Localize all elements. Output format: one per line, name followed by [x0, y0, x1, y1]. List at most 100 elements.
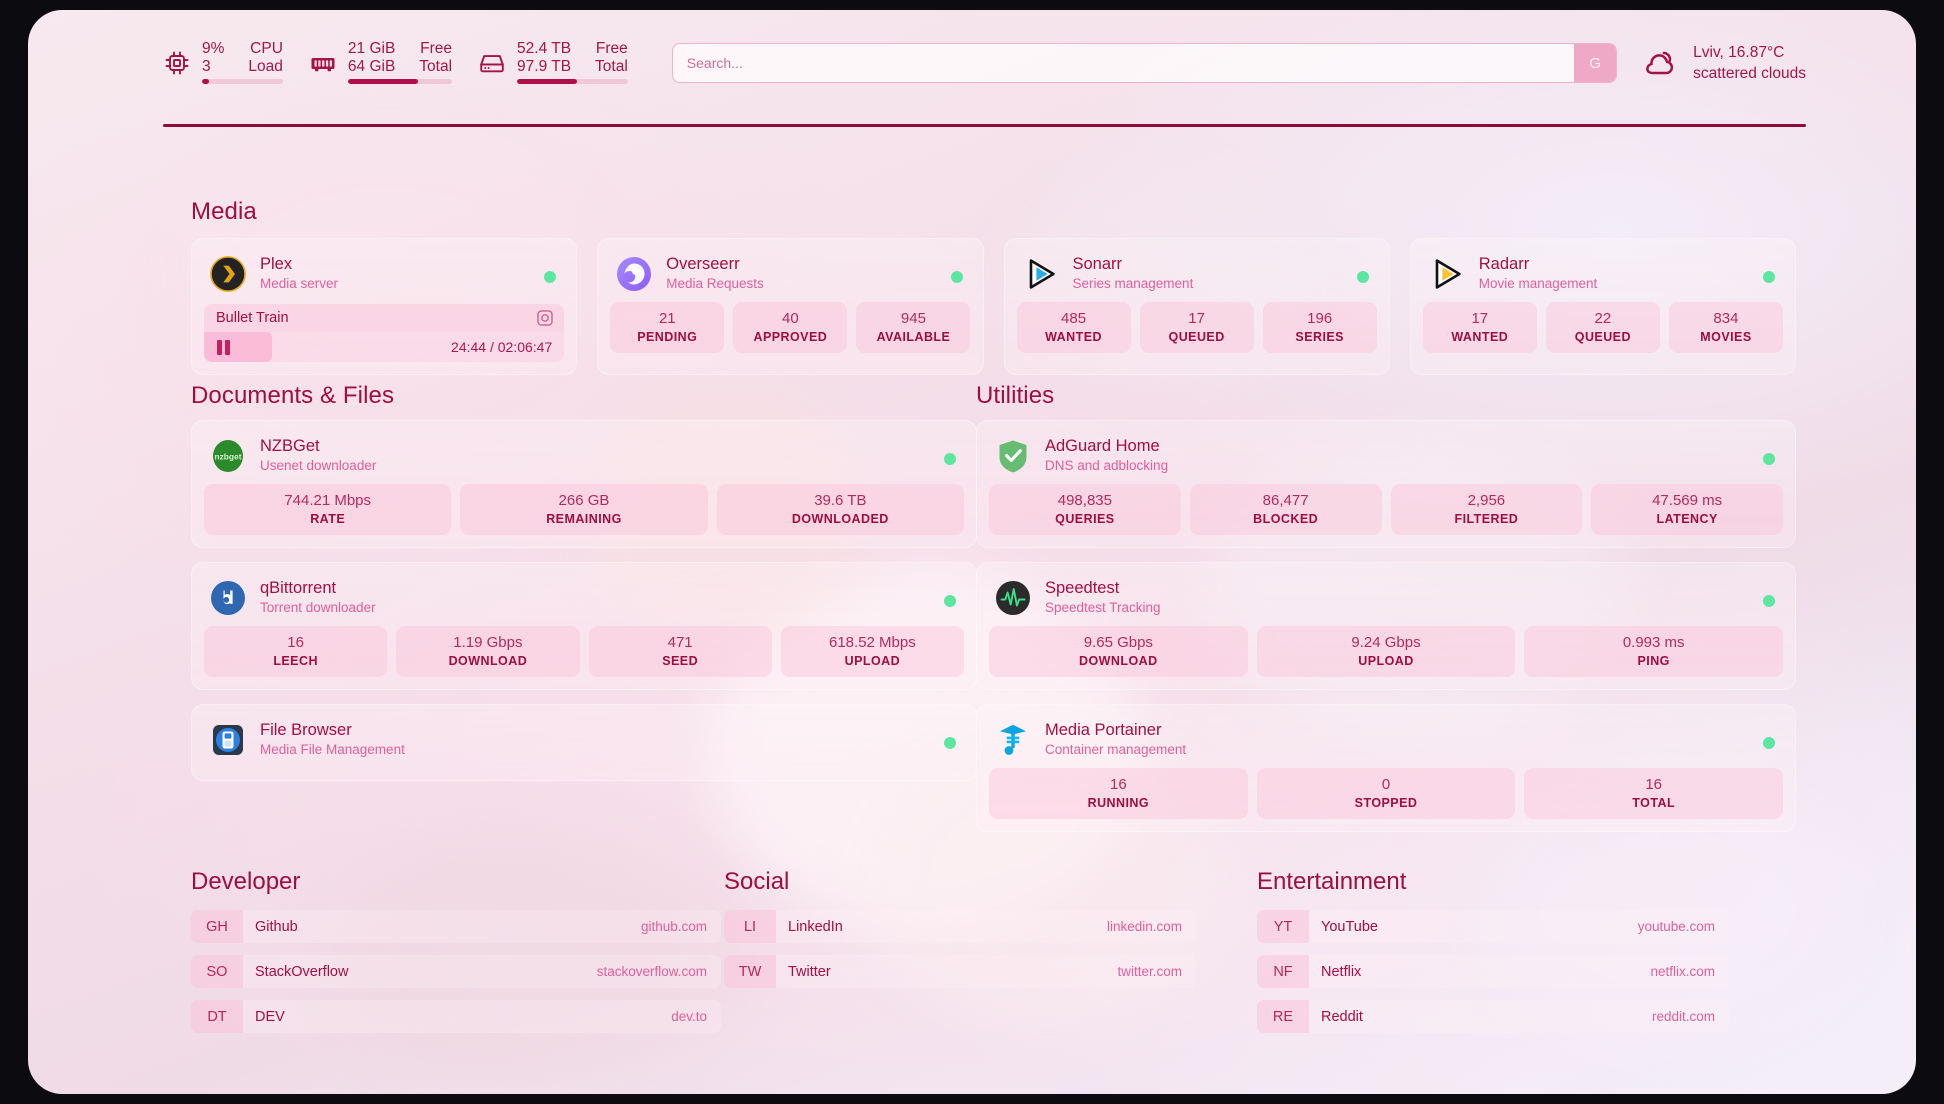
stat-label: QUEUED — [1574, 330, 1631, 344]
system-stat-memory: 21 GiB Free 64 GiB Total — [309, 40, 453, 86]
qbittorrent-logo — [210, 580, 246, 616]
service-description: Media Requests — [666, 276, 764, 291]
status-indicator-online — [944, 736, 956, 749]
stat-block[interactable]: 2,956 FILTERED — [1390, 484, 1583, 535]
service-name: qBittorrent — [260, 579, 337, 597]
weather-widget[interactable]: Lviv, 16.87°C scattered clouds — [1641, 43, 1806, 83]
camera-icon[interactable] — [536, 309, 554, 327]
bookmark-item[interactable]: TW Twitter twitter.com — [724, 955, 1196, 988]
stat-block[interactable]: 196 SERIES — [1262, 302, 1377, 353]
service-description: Media File Management — [260, 742, 405, 757]
service-description: Speedtest Tracking — [1045, 600, 1161, 615]
stat-block[interactable]: 1.19 Gbps DOWNLOAD — [396, 626, 580, 677]
service-card-file-browser[interactable]: File Browser Media File Management — [191, 704, 977, 781]
system-stat-bar — [202, 79, 283, 84]
service-card-plex[interactable]: Plex Media server Bullet Train 24:44 / 02:0… — [191, 238, 578, 375]
stat-block[interactable]: 744.21 Mbps RATE — [204, 484, 452, 535]
bookmark-item[interactable]: RE Reddit reddit.com — [1257, 1000, 1729, 1033]
status-indicator-online — [544, 270, 557, 283]
bookmark-item[interactable]: SO StackOverflow stackoverflow.com — [191, 955, 721, 988]
service-card-radarr[interactable]: Radarr Movie management 17 WANTED 22 QUEUED 83… — [1409, 238, 1796, 375]
bookmark-abbr: NF — [1273, 963, 1293, 980]
service-card-qbittorrent[interactable]: qBittorrent Torrent downloader 16 LEECH 1.19… — [191, 562, 977, 690]
stat-block[interactable]: 945 AVAILABLE — [856, 302, 971, 353]
pause-icon[interactable] — [217, 339, 230, 355]
search-area: G — [671, 43, 1618, 83]
stat-block[interactable]: 21 PENDING — [610, 302, 725, 353]
bookmark-item[interactable]: NF Netflix netflix.com — [1257, 955, 1729, 988]
stat-block[interactable]: 834 MOVIES — [1668, 302, 1783, 353]
cpu-icon — [163, 49, 191, 77]
stat-label: UPLOAD — [844, 654, 901, 668]
stat-value: 17 — [1188, 310, 1205, 327]
service-description: Usenet downloader — [260, 458, 377, 473]
stat-label: DOWNLOAD — [448, 654, 528, 668]
stat-block[interactable]: 40 APPROVED — [733, 302, 848, 353]
dashboard-frame: 9% CPU 3 Load 21 GiB Free 64 GiB Total 52.4 TB Fr… — [28, 10, 1916, 1094]
service-card-overseerr[interactable]: Overseerr Media Requests 21 PENDING 40 APPROV… — [597, 238, 984, 375]
stat-block[interactable]: 266 GB REMAINING — [460, 484, 708, 535]
status-indicator-online — [1763, 594, 1775, 607]
portainer-logo — [995, 722, 1031, 758]
stat-label: LEECH — [273, 654, 318, 668]
search-box[interactable]: G — [671, 43, 1618, 83]
stat-block[interactable]: 485 WANTED — [1016, 302, 1131, 353]
stat-label: RUNNING — [1087, 796, 1150, 810]
stat-block[interactable]: 16 RUNNING — [989, 768, 1248, 819]
service-card-adguard-home[interactable]: AdGuard Home DNS and adblocking 498,835 QUE… — [976, 420, 1796, 548]
bookmark-item[interactable]: YT YouTube youtube.com — [1257, 910, 1729, 943]
svg-text:nzbget: nzbget — [215, 451, 242, 461]
stat-value: 196 — [1307, 310, 1333, 327]
bookmark-item[interactable]: DT DEV dev.to — [191, 1000, 721, 1033]
stat-block[interactable]: 39.6 TB DOWNLOADED — [716, 484, 964, 535]
stat-label: BLOCKED — [1253, 512, 1319, 526]
stat-value: 266 GB — [558, 492, 610, 509]
stat-block[interactable]: 17 QUEUED — [1139, 302, 1254, 353]
stat-block[interactable]: 86,477 BLOCKED — [1189, 484, 1382, 535]
service-card-sonarr[interactable]: Sonarr Series management 485 WANTED 17 QUEUED… — [1003, 238, 1390, 375]
bookmark-item[interactable]: LI LinkedIn linkedin.com — [724, 910, 1196, 943]
stat-value: 744.21 Mbps — [284, 492, 372, 509]
bookmark-name: DEV — [255, 1008, 285, 1025]
status-indicator-online — [1763, 736, 1775, 749]
stat-value: 498,835 — [1057, 492, 1112, 509]
service-header: qBittorrent Torrent downloader — [204, 575, 964, 626]
stat-block[interactable]: 618.52 Mbps UPLOAD — [780, 626, 964, 677]
stat-block[interactable]: 22 QUEUED — [1545, 302, 1660, 353]
service-card-media-portainer[interactable]: Media Portainer Container management 16 RUN… — [976, 704, 1796, 832]
stat-block[interactable]: 498,835 QUERIES — [989, 484, 1181, 535]
now-playing-seekbar[interactable]: 24:44 / 02:06:47 — [204, 332, 565, 362]
stat-label: UPLOAD — [1358, 654, 1414, 668]
bookmark-group-title: Entertainment — [1257, 868, 1407, 895]
bookmark-list: GH Github github.com SO StackOverflow stackov… — [191, 910, 724, 1033]
stat-block[interactable]: 16 LEECH — [204, 626, 388, 677]
stat-block[interactable]: 47.569 ms LATENCY — [1591, 484, 1783, 535]
stat-block[interactable]: 17 WANTED — [1422, 302, 1537, 353]
service-name: Media Portainer — [1045, 721, 1162, 739]
stat-block[interactable]: 0.993 ms PING — [1524, 626, 1784, 677]
bookmark-name: LinkedIn — [788, 918, 843, 935]
search-input[interactable] — [672, 44, 1575, 82]
bookmark-item[interactable]: GH Github github.com — [191, 910, 721, 943]
bookmark-url: youtube.com — [1637, 919, 1715, 934]
stat-value: 16 — [1645, 776, 1663, 793]
service-card-speedtest[interactable]: Speedtest Speedtest Tracking 9.65 Gbps DOWN… — [976, 562, 1796, 690]
service-name: NZBGet — [260, 437, 320, 455]
overseerr-logo — [616, 256, 652, 292]
stat-block[interactable]: 471 SEED — [588, 626, 772, 677]
stat-block[interactable]: 9.24 Gbps UPLOAD — [1256, 626, 1516, 677]
stat-block[interactable]: 9.65 Gbps DOWNLOAD — [989, 626, 1248, 677]
stat-block[interactable]: 16 TOTAL — [1524, 768, 1784, 819]
bookmark-list: LI LinkedIn linkedin.com TW Twitter twitter.c… — [724, 910, 1257, 988]
service-name: Overseerr — [666, 255, 740, 273]
stat-value: 21 — [658, 310, 676, 327]
stat-value: 0.993 ms — [1622, 634, 1685, 651]
system-stat-value-primary: 9% — [202, 40, 225, 57]
stat-label: APPROVED — [753, 330, 828, 344]
service-card-nzbget[interactable]: nzbget NZBGet Usenet downloader 744.21 Mbps… — [191, 420, 977, 548]
service-header: Plex Media server — [204, 251, 564, 302]
search-engine-button[interactable]: G — [1574, 44, 1617, 82]
now-playing-time: 24:44 / 02:06:47 — [451, 339, 553, 355]
stat-block[interactable]: 0 STOPPED — [1256, 768, 1516, 819]
section-title-media: Media — [191, 198, 257, 225]
